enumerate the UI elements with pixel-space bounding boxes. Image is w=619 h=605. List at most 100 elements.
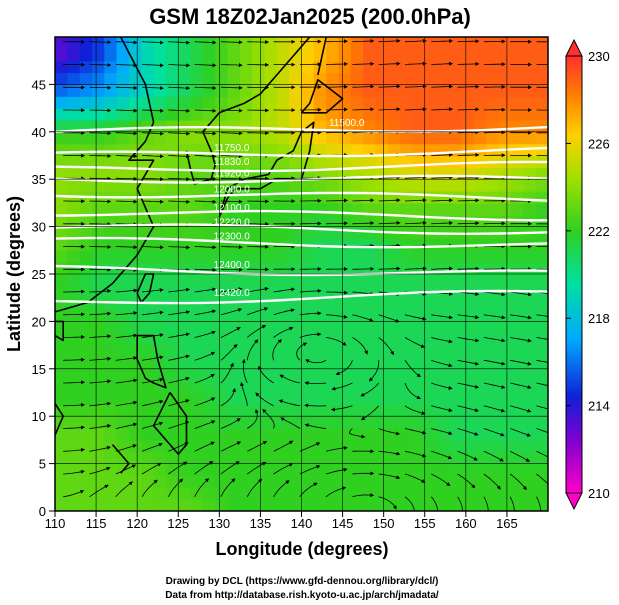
- heatmap-cell: [190, 439, 204, 453]
- streamline-arrow: [194, 85, 217, 90]
- heatmap-cell: [511, 392, 524, 405]
- heatmap-cell: [116, 108, 130, 121]
- heatmap-cell: [437, 238, 450, 251]
- heatmap-cell: [202, 356, 216, 370]
- heatmap-cell: [486, 428, 500, 441]
- heatmap-cell: [276, 108, 290, 121]
- heatmap-cell: [486, 108, 500, 121]
- heatmap-cell: [412, 368, 426, 382]
- heatmap-cell: [128, 428, 142, 441]
- heatmap-cell: [55, 72, 68, 85]
- streamline-arrow: [483, 405, 506, 413]
- heatmap-cell: [338, 238, 352, 251]
- heatmap-cell: [326, 60, 340, 74]
- streamline-arrow: [378, 496, 397, 510]
- heatmap-cell: [461, 179, 475, 192]
- heatmap-cell: [190, 356, 204, 370]
- heatmap-cell: [424, 84, 438, 97]
- heatmap-cell: [326, 48, 340, 62]
- streamline-arrow: [404, 38, 427, 43]
- heatmap-cell: [165, 262, 179, 275]
- heatmap-cell: [326, 475, 340, 488]
- streamline-arrow: [220, 418, 241, 429]
- heatmap-cell: [375, 60, 389, 74]
- streamline-arrow: [142, 333, 164, 338]
- heatmap-cell: [375, 368, 389, 382]
- heatmap-cell: [190, 345, 204, 358]
- heatmap-cell: [165, 368, 179, 382]
- heatmap-cell: [190, 475, 204, 488]
- heatmap-cell: [363, 155, 376, 168]
- heatmap-cell: [252, 143, 266, 157]
- heatmap-cell: [165, 250, 179, 263]
- heatmap-cell: [79, 463, 93, 476]
- streamline-arrow: [168, 108, 191, 113]
- heatmap-cell: [165, 309, 179, 322]
- heatmap-cell: [289, 309, 303, 322]
- streamline-arrow: [220, 441, 242, 452]
- streamline-arrow: [404, 360, 421, 378]
- streamline-arrow: [457, 450, 478, 461]
- heatmap-cell: [313, 428, 327, 441]
- streamline-arrow: [326, 290, 348, 295]
- heatmap-cell: [190, 380, 204, 394]
- heatmap-cell: [375, 262, 389, 275]
- streamline-arrow: [89, 356, 112, 361]
- heatmap-cell: [498, 439, 512, 453]
- heatmap-cell: [276, 309, 290, 322]
- heatmap-cell: [289, 499, 303, 511]
- streamline-arrow: [352, 198, 375, 203]
- heatmap-cell: [252, 451, 266, 465]
- heatmap-cell: [190, 463, 204, 476]
- heatmap-cell: [449, 463, 463, 476]
- streamline-arrow: [430, 496, 439, 511]
- heatmap-cell: [276, 416, 290, 429]
- heatmap-cell: [375, 120, 389, 133]
- heatmap-cell: [215, 356, 229, 370]
- heatmap-cell: [449, 179, 463, 192]
- heatmap-cell: [338, 333, 352, 346]
- heatmap-cell: [92, 428, 105, 441]
- heatmap-cell: [363, 333, 376, 346]
- heatmap-cell: [523, 131, 537, 145]
- heatmap-cell: [202, 416, 216, 429]
- heatmap-cell: [289, 96, 303, 109]
- heatmap-cell: [202, 380, 216, 394]
- heatmap-cell: [301, 48, 315, 62]
- heatmap-cell: [387, 356, 401, 370]
- heatmap-cell: [79, 96, 93, 109]
- heatmap-cell: [79, 48, 93, 62]
- heatmap-cell: [67, 262, 81, 275]
- heatmap-cell: [239, 48, 253, 62]
- heatmap-cell: [276, 179, 290, 192]
- heatmap-cell: [116, 345, 130, 358]
- heatmap-cell: [252, 226, 266, 240]
- heatmap-cell: [165, 72, 179, 85]
- credit-data-source: Data from http://database.rish.kyoto-u.a…: [165, 590, 439, 601]
- heatmap-cell: [498, 131, 512, 145]
- heatmap-cell: [313, 155, 327, 168]
- heatmap-cell: [165, 428, 179, 441]
- streamline-arrow: [115, 378, 138, 384]
- heatmap-cell: [313, 274, 327, 287]
- streamline-arrow: [273, 463, 294, 475]
- heatmap-cell: [350, 380, 364, 394]
- heatmap-cell: [326, 143, 340, 157]
- streamline-arrow: [330, 405, 353, 412]
- heatmap-cell: [67, 404, 81, 417]
- heatmap-cell: [313, 499, 327, 511]
- heatmap-cell: [178, 392, 192, 405]
- heatmap-cell: [313, 309, 327, 322]
- heatmap-cell: [215, 250, 229, 263]
- heatmap-cell: [202, 333, 216, 346]
- heatmap-cell: [461, 274, 475, 287]
- heatmap-cell: [276, 120, 290, 133]
- heatmap-cell: [202, 487, 216, 500]
- heatmap-cell: [474, 179, 487, 192]
- heatmap-cell: [412, 428, 426, 441]
- heatmap-cell: [523, 191, 537, 204]
- y-axis-label: Latitude (degrees): [4, 196, 24, 352]
- heatmap-cell: [79, 451, 93, 465]
- heatmap-cell: [289, 131, 303, 145]
- heatmap-cell: [67, 250, 81, 263]
